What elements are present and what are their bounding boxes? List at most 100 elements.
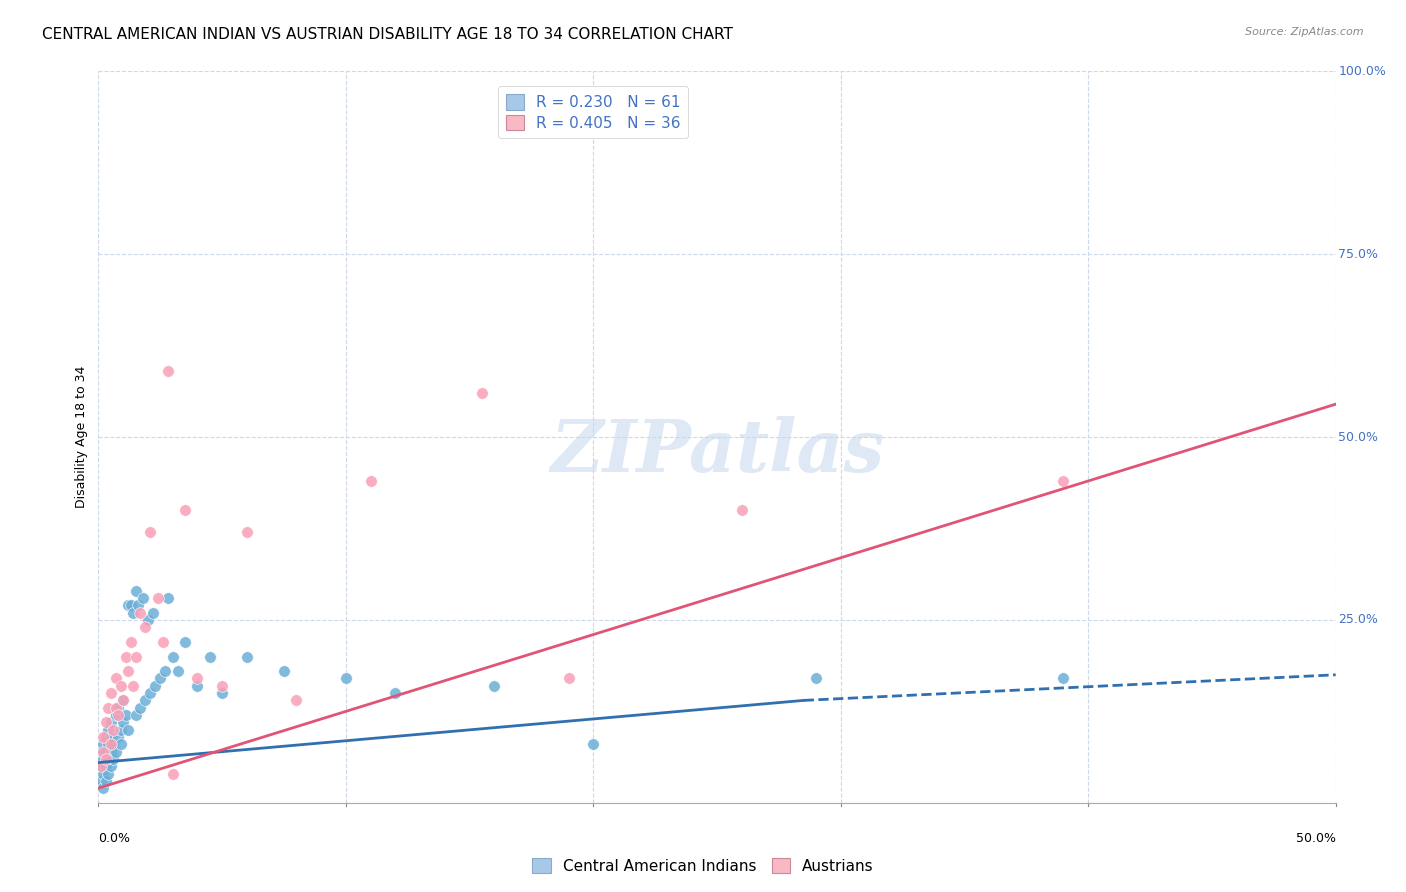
Point — [471, 386, 494, 401]
Point — [198, 649, 221, 664]
Point — [104, 672, 127, 686]
Point — [103, 723, 125, 737]
Point — [97, 752, 120, 766]
Point — [104, 708, 127, 723]
Legend: Central American Indians, Austrians: Central American Indians, Austrians — [526, 852, 880, 880]
Point — [166, 664, 188, 678]
Point — [107, 700, 129, 714]
Text: 100.0%: 100.0% — [1339, 65, 1386, 78]
Point — [174, 503, 197, 517]
Point — [186, 679, 208, 693]
Point — [285, 693, 308, 707]
Point — [107, 730, 129, 744]
Point — [94, 730, 117, 744]
Point — [134, 620, 156, 634]
Point — [186, 672, 208, 686]
Point — [104, 700, 127, 714]
Point — [114, 649, 136, 664]
Point — [90, 745, 112, 759]
Text: 50.0%: 50.0% — [1339, 431, 1378, 443]
Point — [90, 759, 112, 773]
Point — [110, 723, 132, 737]
Text: 50.0%: 50.0% — [1296, 832, 1336, 845]
Point — [146, 591, 169, 605]
Point — [129, 700, 152, 714]
Point — [122, 679, 145, 693]
Point — [93, 745, 115, 759]
Text: CENTRAL AMERICAN INDIAN VS AUSTRIAN DISABILITY AGE 18 TO 34 CORRELATION CHART: CENTRAL AMERICAN INDIAN VS AUSTRIAN DISA… — [42, 27, 733, 42]
Point — [804, 672, 827, 686]
Text: Source: ZipAtlas.com: Source: ZipAtlas.com — [1246, 27, 1364, 37]
Point — [90, 759, 112, 773]
Point — [100, 737, 122, 751]
Point — [156, 364, 179, 378]
Point — [120, 635, 142, 649]
Point — [120, 599, 142, 613]
Point — [132, 591, 155, 605]
Text: 75.0%: 75.0% — [1339, 248, 1378, 260]
Point — [94, 773, 117, 788]
Point — [156, 591, 179, 605]
Point — [149, 672, 172, 686]
Point — [114, 708, 136, 723]
Text: 0.0%: 0.0% — [98, 832, 131, 845]
Point — [582, 737, 605, 751]
Point — [155, 664, 177, 678]
Point — [122, 606, 145, 620]
Point — [104, 745, 127, 759]
Point — [90, 773, 112, 788]
Point — [162, 766, 184, 780]
Point — [211, 686, 233, 700]
Point — [139, 525, 162, 540]
Point — [484, 679, 506, 693]
Point — [100, 745, 122, 759]
Point — [236, 525, 259, 540]
Point — [136, 613, 159, 627]
Point — [103, 752, 125, 766]
Point — [117, 664, 139, 678]
Point — [112, 715, 135, 730]
Point — [142, 606, 165, 620]
Point — [93, 781, 115, 796]
Point — [100, 715, 122, 730]
Point — [162, 649, 184, 664]
Point — [384, 686, 406, 700]
Point — [134, 693, 156, 707]
Point — [100, 730, 122, 744]
Point — [112, 693, 135, 707]
Point — [174, 635, 197, 649]
Point — [93, 752, 115, 766]
Point — [93, 737, 115, 751]
Point — [124, 708, 146, 723]
Point — [557, 672, 579, 686]
Point — [129, 606, 152, 620]
Text: 25.0%: 25.0% — [1339, 614, 1378, 626]
Point — [97, 700, 120, 714]
Point — [1052, 672, 1074, 686]
Point — [94, 752, 117, 766]
Point — [360, 474, 382, 488]
Y-axis label: Disability Age 18 to 34: Disability Age 18 to 34 — [75, 366, 89, 508]
Point — [117, 723, 139, 737]
Point — [110, 737, 132, 751]
Point — [236, 649, 259, 664]
Point — [124, 583, 146, 598]
Legend: R = 0.230   N = 61, R = 0.405   N = 36: R = 0.230 N = 61, R = 0.405 N = 36 — [498, 87, 689, 138]
Point — [110, 679, 132, 693]
Point — [143, 679, 166, 693]
Point — [97, 766, 120, 780]
Point — [127, 599, 149, 613]
Point — [117, 599, 139, 613]
Point — [139, 686, 162, 700]
Point — [731, 503, 754, 517]
Point — [97, 737, 120, 751]
Point — [335, 672, 357, 686]
Point — [97, 723, 120, 737]
Point — [94, 759, 117, 773]
Point — [100, 686, 122, 700]
Point — [93, 766, 115, 780]
Point — [211, 679, 233, 693]
Point — [1052, 474, 1074, 488]
Point — [100, 759, 122, 773]
Point — [152, 635, 174, 649]
